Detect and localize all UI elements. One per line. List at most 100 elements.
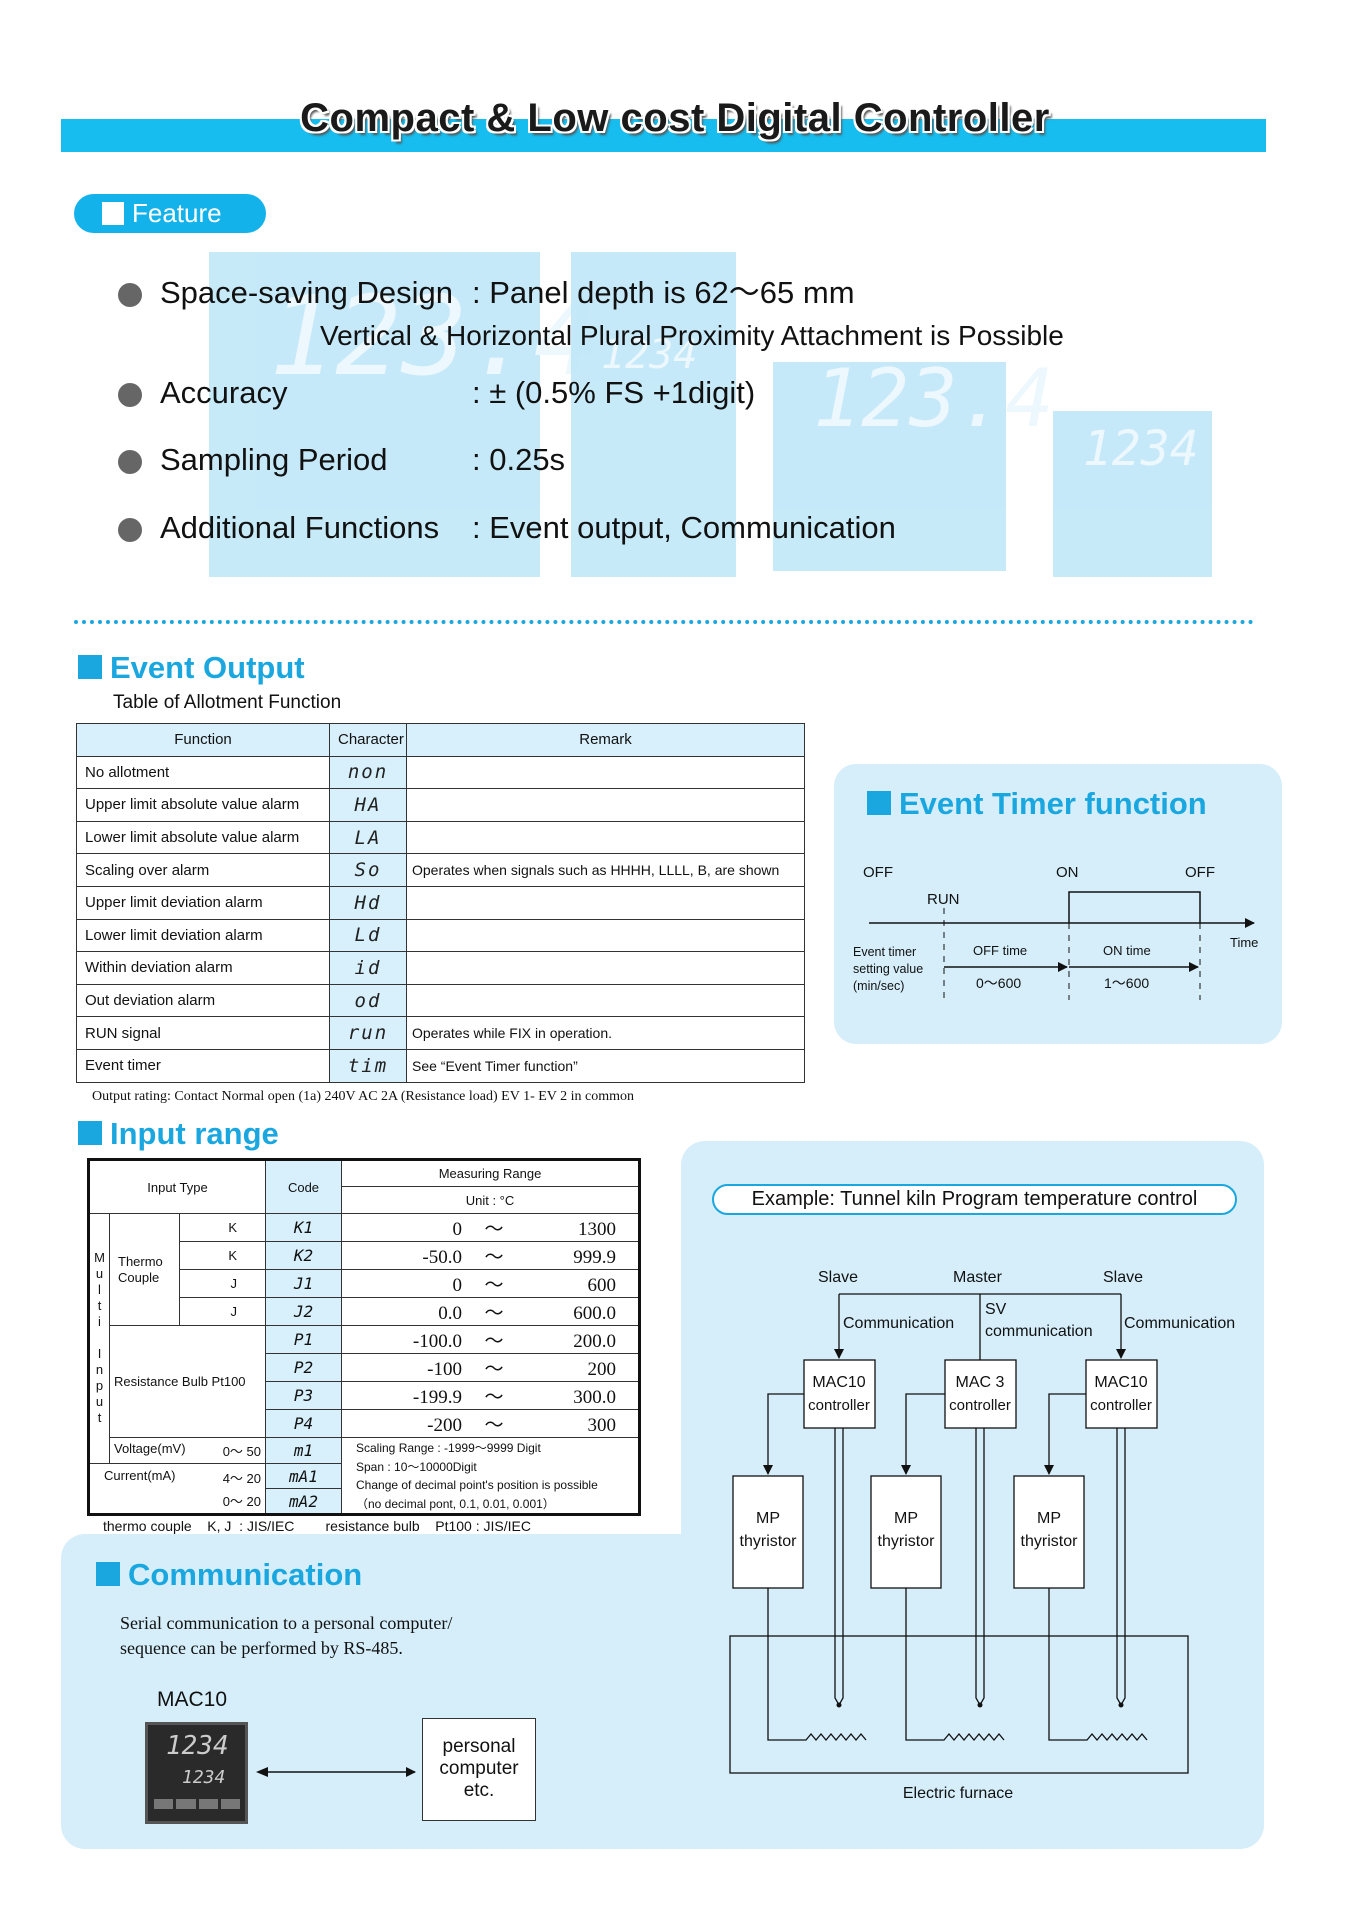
table-row: Event timer tim See “Event Timer function” — [76, 1048, 805, 1083]
table-row: Current(mA) 4～ 20 mA1 — [88, 1462, 640, 1490]
electric-furnace-box — [729, 1635, 1189, 1774]
heater-element — [905, 1588, 1005, 1742]
table-row: P4 -200 ～ 300 — [89, 1409, 640, 1438]
input-range-heading: Input range — [78, 1116, 279, 1152]
table-row: J J2 0.0 ～ 600.0 — [89, 1297, 640, 1326]
feature-label: Feature — [132, 198, 222, 228]
range-low: -199.9 — [412, 1387, 462, 1408]
mp-label: MP — [894, 1510, 918, 1527]
table-row: 0～ 20 mA2 — [88, 1488, 640, 1516]
remark-cell — [406, 820, 805, 855]
remark-cell — [406, 755, 805, 790]
square-icon — [867, 791, 891, 815]
range-high: 200.0 — [573, 1331, 616, 1352]
voltage-cell: Voltage(mV) 0～ 50 — [109, 1437, 266, 1464]
feature-value: : Event output, Communication — [472, 510, 896, 545]
input-footer-note: thermo couple K, J : JIS/IEC resistance … — [103, 1518, 531, 1535]
table-row: Out deviation alarm od — [76, 983, 805, 1018]
controller-image-mac10b: 1234 — [571, 252, 736, 577]
function-cell: Within deviation alarm — [76, 951, 330, 985]
range-cell: -199.9 ～ 300.0 — [341, 1381, 640, 1410]
character-cell: Ld — [329, 918, 407, 953]
bullet-icon — [118, 518, 142, 542]
feature-value: : ± (0.5% FS +1digit) — [472, 375, 756, 410]
feature-item: Space-saving Design: Panel depth is 62～6… — [160, 275, 855, 311]
current-range: 4～ 20 — [222, 1470, 261, 1486]
thermocouple — [1116, 1428, 1126, 1707]
range-cell: 0 ～ 1300 — [341, 1213, 640, 1242]
table-row: Lower limit deviation alarm Ld — [76, 918, 805, 953]
input-range-table: Input Type Code Measuring Range Unit : °… — [87, 1158, 641, 1517]
note-line: Change of decimal point's position is po… — [356, 1478, 598, 1492]
controller-model: MAC 3 — [956, 1374, 1005, 1391]
remark-cell — [406, 951, 805, 985]
feature-item: Sampling Period: 0.25s — [160, 442, 565, 478]
feature-item: Additional Functions: Event output, Comm… — [160, 510, 896, 546]
range-low: -200 — [427, 1415, 462, 1436]
off-time-range: 0～600 — [976, 975, 1021, 991]
table-row: Upper limit deviation alarm Hd — [76, 885, 805, 920]
range-low: 0.0 — [438, 1303, 462, 1324]
controller-model: MAC10 — [1094, 1374, 1147, 1391]
character-cell: tim — [329, 1048, 407, 1083]
voltage-label: Voltage(mV) — [114, 1440, 186, 1456]
on-label: ON — [1056, 864, 1079, 881]
range-high: 300 — [587, 1415, 617, 1436]
square-icon — [102, 202, 124, 225]
remark-cell — [406, 788, 805, 822]
thermocouple — [834, 1428, 844, 1707]
time-label: Time — [1230, 935, 1258, 950]
feature-name: Space-saving Design — [160, 275, 453, 310]
square-icon — [78, 655, 102, 679]
kiln-units: MAC10 controller MP thyristor MAC 3 controlle… — [732, 1359, 1158, 1742]
voltage-range: 0～ 50 — [222, 1443, 261, 1459]
pv-display: 1234 — [166, 1731, 229, 1761]
example-title: Example: Tunnel kiln Program temperature… — [712, 1184, 1237, 1215]
range-high: 600.0 — [573, 1303, 616, 1324]
multi-input-letter: p — [95, 1378, 104, 1394]
character-cell: id — [329, 951, 407, 985]
range-high: 999.9 — [573, 1247, 616, 1268]
code-cell: K2 — [265, 1241, 342, 1270]
bullet-icon — [118, 450, 142, 474]
table-row: P2 -100 ～ 200 — [89, 1353, 640, 1382]
control-line — [763, 1393, 804, 1475]
range-tilde: ～ — [484, 1247, 504, 1268]
mac10-device-image: 1234 1234 — [145, 1722, 248, 1824]
table-row: RUN signal run Operates while FIX in opera… — [76, 1016, 805, 1050]
range-tilde: ～ — [484, 1359, 504, 1380]
master-label: Master — [953, 1269, 1003, 1286]
remark-cell — [406, 885, 805, 920]
dotted-divider — [74, 620, 1254, 624]
heading-text: Event Output — [110, 650, 305, 685]
event-output-heading: Event Output — [78, 650, 305, 686]
column-header: Code — [265, 1159, 342, 1214]
controller-box — [944, 1359, 1017, 1429]
feature-name: Sampling Period — [160, 442, 388, 477]
page-title: Compact & Low cost Digital Controller — [300, 96, 1050, 140]
code-cell: K1 — [265, 1213, 342, 1242]
setting-label: (min/sec) — [853, 979, 904, 993]
table-row: P3 -199.9 ～ 300.0 — [89, 1381, 640, 1410]
table-subtitle: Table of Allotment Function — [113, 692, 342, 713]
communication-text: Serial communication to a personal compu… — [120, 1611, 452, 1661]
feature-extra: Vertical & Horizontal Plural Proximity A… — [320, 320, 1064, 351]
allotment-table: Function Character Remark No allotment no… — [76, 723, 805, 1083]
heading-text: Event Timer function — [899, 786, 1207, 821]
sv-display: 1234 — [182, 1767, 226, 1788]
table-row: Lower limit absolute value alarm LA — [76, 820, 805, 855]
column-header: Character — [329, 723, 407, 757]
off-label: OFF — [863, 864, 893, 881]
range-tilde: ～ — [484, 1331, 504, 1352]
thermo-couple-label: Thermo Couple — [109, 1213, 180, 1326]
range-low: -50.0 — [422, 1247, 462, 1268]
controller-box — [803, 1359, 876, 1429]
text-line: computer — [439, 1758, 519, 1779]
code-cell: P1 — [265, 1325, 342, 1354]
setting-label: Event timer — [853, 945, 916, 959]
sensor-tip — [836, 1702, 842, 1708]
heater-element — [1048, 1588, 1148, 1742]
controller-image-mac10d: 1234 — [1053, 411, 1212, 577]
code-cell: P2 — [265, 1353, 342, 1382]
communication-label: Communication — [1124, 1315, 1235, 1332]
